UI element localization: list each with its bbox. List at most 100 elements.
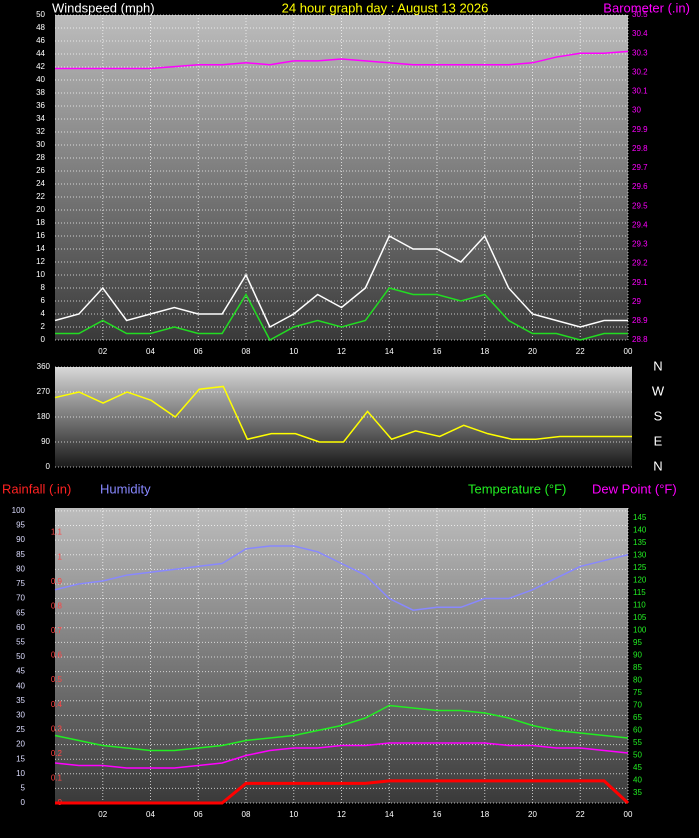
y2-tick-label: 135 bbox=[633, 538, 647, 547]
y-tick-label: 46 bbox=[36, 36, 45, 45]
compass-label: N bbox=[653, 458, 662, 473]
y-tick-label: 8 bbox=[41, 283, 46, 292]
chart-title: 24 hour graph day : August 13 2026 bbox=[282, 0, 489, 15]
y-tick-label: 75 bbox=[16, 579, 25, 588]
x-tick-label: 22 bbox=[576, 810, 585, 819]
y-tick-label: 26 bbox=[36, 166, 45, 175]
y3-tick-label: 0.4 bbox=[51, 700, 63, 709]
y2-tick-label: 29.5 bbox=[632, 201, 648, 210]
y2-tick-label: 130 bbox=[633, 551, 647, 560]
y2-tick-label: 30.2 bbox=[632, 67, 648, 76]
y-tick-label: 25 bbox=[16, 725, 25, 734]
y-tick-label: 50 bbox=[16, 652, 25, 661]
y2-tick-label: 95 bbox=[633, 638, 642, 647]
y2-tick-label: 28.9 bbox=[632, 316, 648, 325]
y2-tick-label: 29.9 bbox=[632, 125, 648, 134]
y2b-label: Dew Point (°F) bbox=[592, 481, 677, 496]
y-tick-label: 4 bbox=[41, 309, 46, 318]
y-tick-label: 18 bbox=[36, 218, 45, 227]
series-line bbox=[55, 779, 630, 805]
y2-tick-label: 29.6 bbox=[632, 182, 648, 191]
y2-tick-label: 50 bbox=[633, 751, 642, 760]
series-line bbox=[54, 704, 629, 752]
y-tick-label: 0 bbox=[46, 462, 51, 471]
y3-tick-label: 0.1 bbox=[51, 774, 63, 783]
x-tick-label: 00 bbox=[624, 347, 633, 356]
y2-tick-label: 30.5 bbox=[632, 10, 648, 19]
y-tick-label: 20 bbox=[36, 205, 45, 214]
series-line bbox=[54, 385, 632, 443]
y3-tick-label: 0.8 bbox=[51, 601, 63, 610]
y2-tick-label: 30.1 bbox=[632, 87, 648, 96]
y2-tick-label: 40 bbox=[633, 776, 642, 785]
y2-tick-label: 60 bbox=[633, 726, 642, 735]
y3-tick-label: 0.3 bbox=[51, 724, 63, 733]
y-tick-label: 12 bbox=[36, 257, 45, 266]
y-tick-label: 60 bbox=[16, 623, 25, 632]
x-tick-label: 08 bbox=[242, 347, 251, 356]
x-tick-label: 20 bbox=[528, 810, 537, 819]
y3-tick-label: 0.7 bbox=[51, 626, 63, 635]
y-tick-label: 2 bbox=[41, 322, 46, 331]
x-tick-label: 18 bbox=[480, 347, 489, 356]
x-tick-label: 06 bbox=[194, 347, 203, 356]
y-tick-label: 10 bbox=[16, 769, 25, 778]
y-tick-label: 45 bbox=[16, 667, 25, 676]
x-tick-label: 16 bbox=[433, 810, 442, 819]
y-tick-label: 360 bbox=[37, 362, 51, 371]
series-line bbox=[55, 50, 629, 70]
y3-tick-label: 0.2 bbox=[51, 749, 63, 758]
y-tick-label: 24 bbox=[36, 179, 45, 188]
y2-tick-label: 110 bbox=[633, 601, 646, 610]
y-tick-label: 32 bbox=[36, 127, 45, 136]
y-tick-label: 0 bbox=[41, 335, 46, 344]
y3-tick-label: 0.5 bbox=[51, 675, 63, 684]
y2-tick-label: 30 bbox=[632, 106, 641, 115]
y-tick-label: 15 bbox=[16, 754, 25, 763]
y-tick-label: 35 bbox=[16, 696, 25, 705]
y-tick-label: 95 bbox=[16, 521, 25, 530]
x-tick-label: 02 bbox=[98, 347, 107, 356]
y-tick-label: 85 bbox=[16, 550, 25, 559]
y2-tick-label: 29.4 bbox=[632, 220, 648, 229]
x-tick-label: 18 bbox=[480, 810, 489, 819]
x-tick-label: 12 bbox=[337, 810, 346, 819]
y-tick-label: 38 bbox=[36, 88, 45, 97]
y2-tick-label: 45 bbox=[633, 763, 642, 772]
y-tick-label: 10 bbox=[36, 270, 45, 279]
y-tick-label: 14 bbox=[36, 244, 45, 253]
x-tick-label: 12 bbox=[337, 347, 346, 356]
y-tick-label: 16 bbox=[36, 231, 45, 240]
y2-tick-label: 30.4 bbox=[632, 29, 648, 38]
y-label: Humidity bbox=[100, 481, 151, 496]
y2-tick-label: 105 bbox=[633, 613, 647, 622]
y-tick-label: 40 bbox=[16, 681, 25, 690]
y2-tick-label: 65 bbox=[633, 713, 642, 722]
y-tick-label: 20 bbox=[16, 740, 25, 749]
y-tick-label: 50 bbox=[36, 10, 45, 19]
y-tick-label: 34 bbox=[36, 114, 45, 123]
series-line bbox=[54, 234, 628, 329]
y2-tick-label: 30.3 bbox=[632, 48, 648, 57]
y-tick-label: 180 bbox=[37, 412, 51, 421]
x-tick-label: 02 bbox=[98, 810, 107, 819]
y3-tick-label: 1.1 bbox=[51, 528, 63, 537]
compass-label: E bbox=[654, 433, 663, 448]
y2-tick-label: 55 bbox=[633, 738, 642, 747]
y-tick-label: 30 bbox=[16, 710, 25, 719]
series-line bbox=[54, 545, 629, 611]
y2-tick-label: 29.3 bbox=[632, 240, 648, 249]
y2-tick-label: 35 bbox=[633, 788, 642, 797]
x-tick-label: 14 bbox=[385, 347, 394, 356]
x-tick-label: 06 bbox=[194, 810, 203, 819]
y2-tick-label: 28.8 bbox=[632, 335, 648, 344]
y-tick-label: 65 bbox=[16, 608, 25, 617]
x-tick-label: 00 bbox=[624, 810, 633, 819]
y-tick-label: 36 bbox=[36, 101, 45, 110]
y-tick-label: 70 bbox=[16, 594, 25, 603]
x-tick-label: 10 bbox=[289, 810, 298, 819]
x-tick-label: 14 bbox=[385, 810, 394, 819]
y-tick-label: 30 bbox=[36, 140, 45, 149]
x-tick-label: 10 bbox=[289, 347, 298, 356]
